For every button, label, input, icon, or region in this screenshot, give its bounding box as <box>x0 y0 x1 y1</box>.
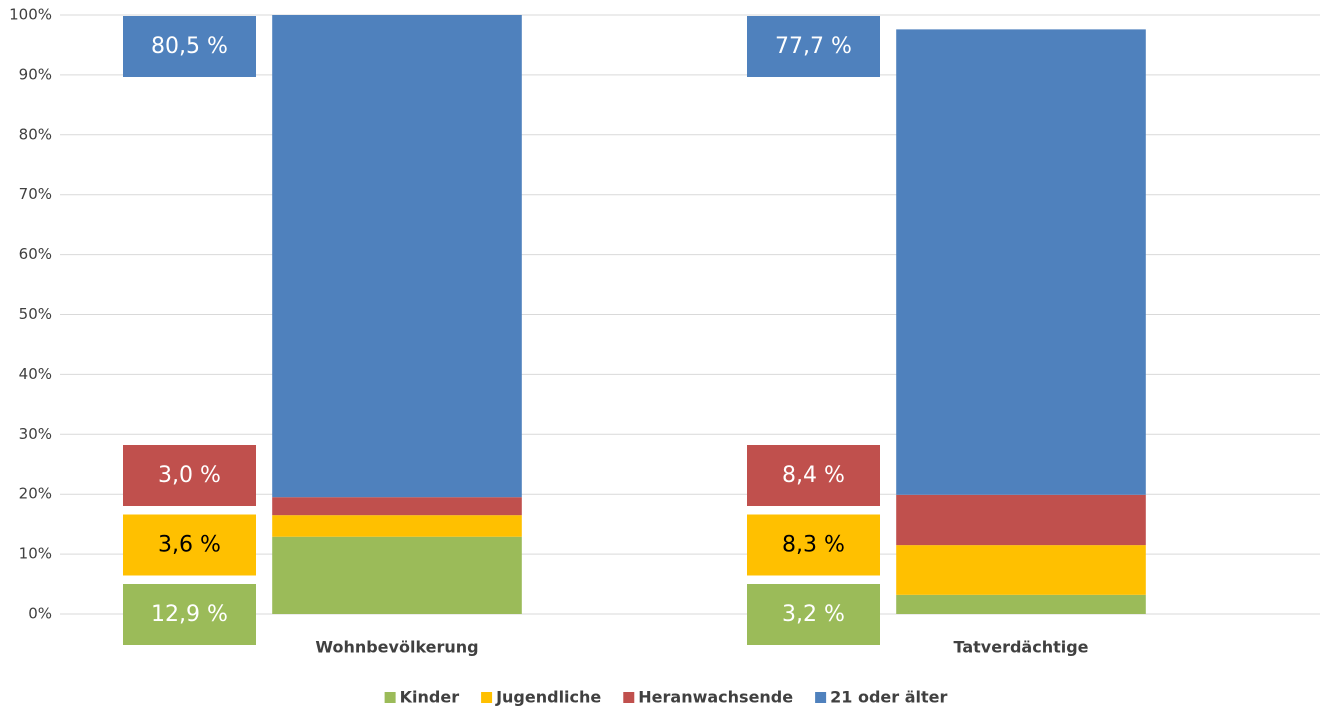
bar-segment <box>896 545 1146 595</box>
bar-segment <box>272 536 522 614</box>
value-label-box <box>123 445 256 506</box>
y-tick-label: 0% <box>28 605 52 623</box>
bar-segment <box>896 494 1146 546</box>
y-tick-label: 10% <box>19 545 52 563</box>
value-label: 3,0 % <box>158 463 221 488</box>
y-tick-label: 90% <box>19 65 52 83</box>
value-label: 77,7 % <box>775 34 852 59</box>
legend-swatch <box>623 692 635 703</box>
y-tick-label: 70% <box>19 185 52 203</box>
bar-segment <box>272 515 522 537</box>
bar-segment <box>272 497 522 516</box>
value-label: 3,6 % <box>158 533 221 558</box>
legend-swatch <box>384 692 396 703</box>
y-tick-label: 50% <box>19 305 52 323</box>
value-label: 12,9 % <box>151 602 228 627</box>
legend-swatch <box>481 692 493 703</box>
legend-swatch <box>815 692 827 703</box>
y-tick-label: 80% <box>19 125 52 143</box>
bar-segment <box>896 594 1146 614</box>
y-tick-label: 30% <box>19 425 52 443</box>
legend-label: Heranwachsende <box>638 688 793 707</box>
bar-segment <box>896 29 1146 495</box>
y-tick-label: 100% <box>9 6 52 24</box>
value-label-box <box>747 514 880 576</box>
value-label-box <box>747 584 880 645</box>
legend-label: Kinder <box>400 688 460 707</box>
y-tick-label: 20% <box>19 485 52 503</box>
value-label-box <box>747 445 880 506</box>
value-label: 8,3 % <box>782 533 845 558</box>
legend-label: 21 oder älter <box>830 688 947 707</box>
value-label-box <box>747 16 880 77</box>
x-tick-label: Wohnbevölkerung <box>315 638 478 657</box>
legend-label: Jugendliche <box>495 688 601 707</box>
y-tick-label: 60% <box>19 245 52 263</box>
value-label-box <box>123 584 256 645</box>
value-label-box <box>123 16 256 77</box>
value-label: 8,4 % <box>782 463 845 488</box>
value-label: 3,2 % <box>782 602 845 627</box>
value-label: 80,5 % <box>151 34 228 59</box>
x-tick-label: Tatverdächtige <box>953 638 1088 657</box>
y-tick-label: 40% <box>19 365 52 383</box>
value-label-box <box>123 514 256 576</box>
bar-segment <box>272 15 522 498</box>
